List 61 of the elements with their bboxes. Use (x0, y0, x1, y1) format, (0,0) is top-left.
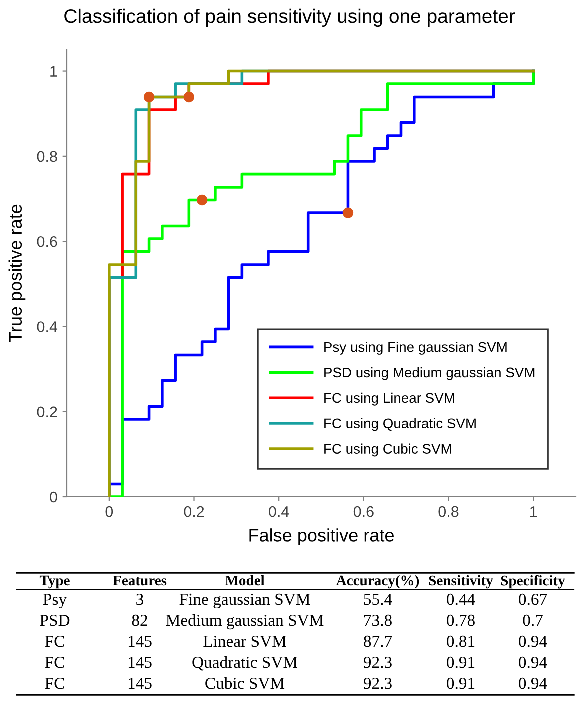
legend-label: PSD using Medium gaussian SVM (324, 367, 535, 380)
legend-label: FC using Quadratic SVM (324, 418, 476, 432)
text: FC (45, 678, 64, 690)
text: Cubic SVM (206, 677, 285, 690)
text: PSD (40, 614, 70, 626)
text: Psy (43, 594, 67, 609)
y-tick-label: 0.8 (37, 151, 58, 162)
text: Medium gaussian SVM (166, 614, 324, 630)
text: 82 (132, 614, 148, 626)
text: 87.7 (364, 636, 392, 648)
line-series (108, 70, 535, 497)
y-tick-label: 0.4 (37, 322, 58, 332)
text: FC (45, 656, 64, 668)
text: 0.91 (447, 678, 475, 690)
legend-label: FC using Cubic SVM (324, 444, 452, 457)
text: 0.44 (447, 594, 476, 606)
text: Linear SVM (204, 636, 286, 648)
x-tick-label: 0.6 (354, 506, 374, 518)
text: 0.91 (447, 656, 475, 668)
text: 145 (128, 657, 152, 668)
y-tick-label: 0.6 (37, 236, 58, 248)
category-label: Specificity (501, 575, 566, 589)
category-label: Accuracy(%) (336, 575, 420, 589)
x-tick-label: 0.4 (269, 506, 290, 518)
text: 92.3 (364, 678, 392, 690)
text: 0.94 (519, 656, 548, 668)
text: Quadratic SVM (192, 656, 298, 671)
x-tick-label: 0.2 (184, 506, 204, 518)
point (144, 92, 155, 103)
point (342, 208, 354, 218)
text: 0.67 (519, 594, 548, 606)
chart-title: Classification of pain sensitivity using one parameter (64, 8, 516, 28)
y-tick-label: 0 (50, 492, 58, 503)
category-label: Sensitivity (429, 575, 494, 589)
text: FC (45, 636, 64, 648)
legend-label: Psy using Fine gaussian SVM (324, 342, 507, 355)
point (196, 194, 208, 206)
y-axis-title: True positive rate (8, 204, 26, 342)
y-tick-label: 0.2 (37, 406, 58, 418)
legend-label: FC using Linear SVM (324, 392, 454, 406)
category-label: Type (40, 576, 70, 589)
text: 145 (128, 678, 152, 690)
text: 55.4 (364, 594, 392, 606)
text: 0.94 (519, 678, 548, 690)
text: 0.81 (447, 636, 475, 648)
text: 92.3 (364, 656, 392, 668)
text: 0.94 (519, 636, 548, 648)
text: 145 (128, 636, 152, 648)
x-tick-label: 0 (106, 506, 114, 518)
point (184, 92, 195, 103)
x-tick-label: 1 (530, 506, 538, 518)
category-label: Model (225, 575, 265, 586)
y-tick-label: 1 (50, 66, 58, 77)
text: 0.7 (523, 614, 543, 626)
text: Fine gaussian SVM (180, 594, 310, 609)
text: 73.8 (364, 614, 392, 626)
x-axis-title: False positive rate (250, 528, 394, 546)
x-tick-label: 0.8 (438, 506, 459, 518)
text: 3 (136, 594, 144, 606)
category-label: Features (113, 576, 167, 586)
text: 0.78 (447, 614, 475, 626)
